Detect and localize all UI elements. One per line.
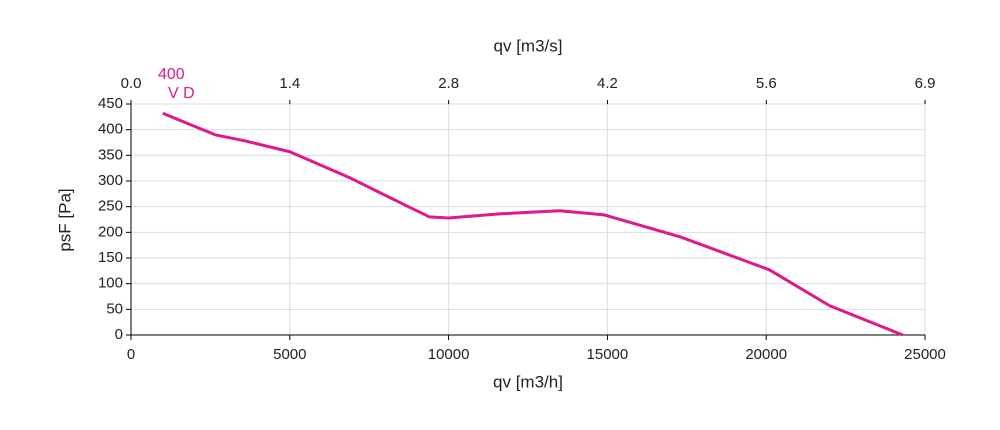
top-tick-label: 2.8 [438,75,459,92]
y-tick-label: 0 [115,326,123,343]
top-tick-label: 6.9 [915,75,936,92]
y-tick-label: 300 [98,172,123,189]
top-tick-label: 0.0 [121,75,142,92]
y-axis-title: psF [Pa] [55,188,74,251]
y-tick-label: 350 [98,146,123,163]
top-axis-title: qv [m3/s] [494,36,563,55]
y-tick-label: 400 [98,121,123,138]
x-axis-title: qv [m3/h] [493,372,563,391]
y-tick-label: 200 [98,223,123,240]
y-tick-label: 450 [98,95,123,112]
x-tick-label: 5000 [273,346,306,363]
y-tick-label: 50 [106,300,123,317]
top-tick-label: 1.4 [279,75,300,92]
curve-label: V D [168,85,195,102]
y-tick-label: 250 [98,198,123,215]
y-tick-label: 100 [98,275,123,292]
x-tick-label: 20000 [745,346,787,363]
curve-label: 400 [158,66,185,83]
curve [162,111,904,337]
x-tick-label: 25000 [904,346,946,363]
x-tick-label: 0 [127,346,135,363]
top-tick-label: 4.2 [597,75,618,92]
top-tick-label: 5.6 [756,75,777,92]
y-tick-label: 150 [98,249,123,266]
x-tick-label: 10000 [428,346,470,363]
x-tick-label: 15000 [587,346,629,363]
